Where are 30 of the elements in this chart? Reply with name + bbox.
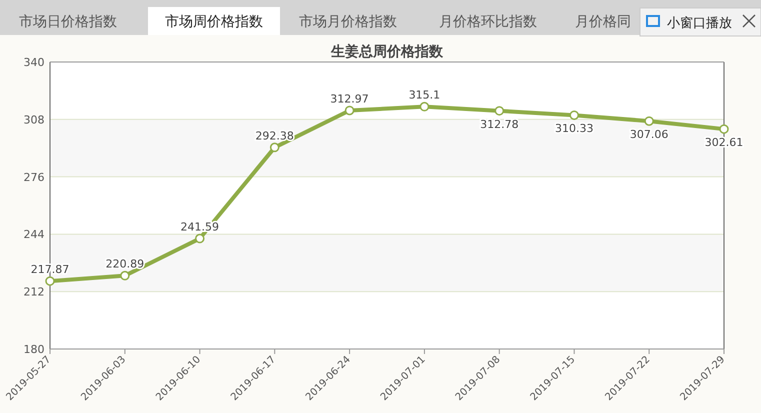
text: 市场月价格指数	[299, 14, 397, 30]
y-tick-label: 340	[24, 56, 44, 69]
text: 市场周价格指数	[165, 14, 263, 30]
point	[120, 270, 130, 280]
data-label: 312.78	[480, 118, 519, 131]
data-label: 315.1	[408, 88, 440, 102]
point	[195, 234, 205, 244]
data-label: 310.33	[554, 122, 594, 136]
point	[569, 110, 579, 120]
y-tick-label: 180	[24, 343, 44, 356]
point	[494, 106, 504, 116]
y-tick-label: 308	[24, 113, 44, 126]
y-tick-label: 212	[24, 286, 44, 299]
point	[45, 276, 55, 286]
chart-title: 生姜总周价格指数	[330, 43, 444, 60]
point	[344, 106, 354, 116]
text: 月价格环比指数	[439, 14, 537, 30]
point	[719, 124, 729, 134]
data-label: 307.06	[630, 128, 668, 142]
data-label: 312.97	[330, 92, 369, 106]
y-tick-label: 244	[24, 228, 44, 242]
point	[644, 116, 654, 126]
point	[270, 142, 280, 152]
y-tick-label: 276	[24, 170, 44, 184]
data-label: 220.89	[106, 258, 144, 271]
text: 市场日价格指数	[19, 14, 117, 30]
point	[420, 102, 430, 112]
text: 小窗口播放	[667, 15, 732, 31]
text: 月价格同	[575, 14, 631, 30]
data-label: 292.38	[255, 129, 294, 142]
